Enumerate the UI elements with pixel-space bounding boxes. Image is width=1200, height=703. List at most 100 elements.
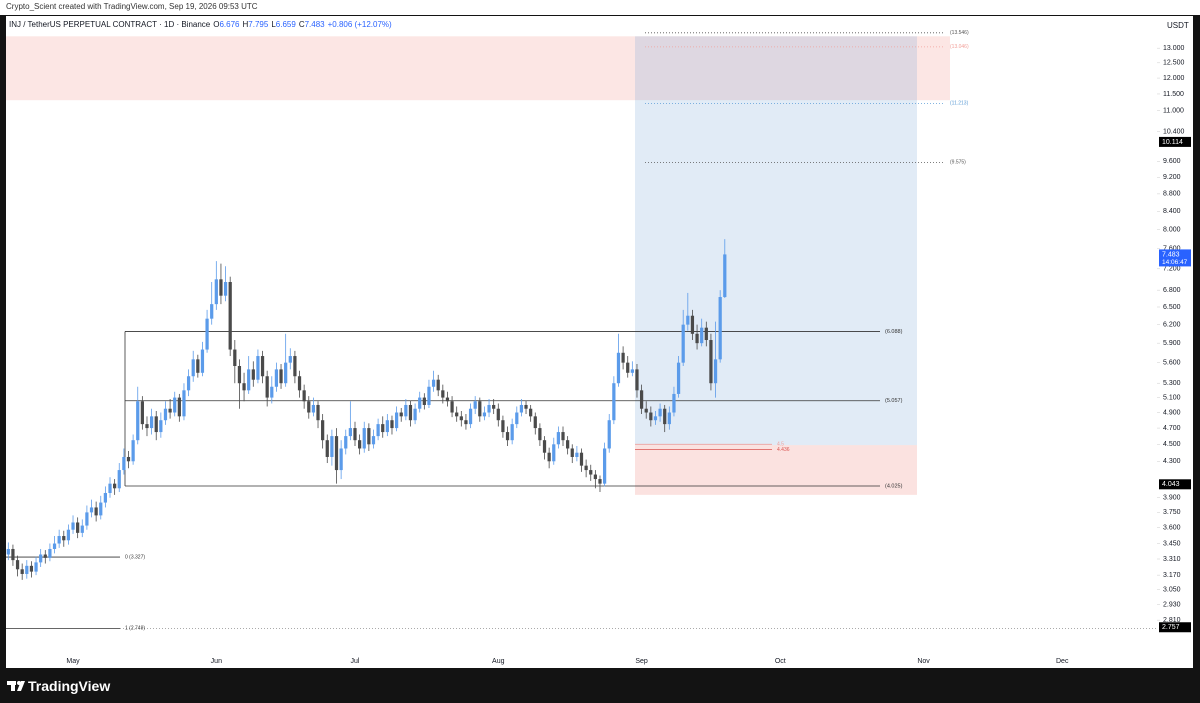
candle-body: [459, 416, 463, 421]
candle-body: [394, 412, 399, 429]
candle-body: [57, 536, 61, 544]
candle: [385, 414, 389, 437]
candle: [200, 341, 205, 377]
candle-body: [256, 356, 260, 380]
candle-body: [126, 456, 131, 462]
candle-body: [607, 420, 611, 449]
ohlc-value: 6.659: [275, 20, 296, 29]
candle: [538, 423, 542, 446]
candle: [510, 418, 514, 445]
candle: [177, 393, 181, 422]
candle-body: [113, 483, 117, 489]
fib-label: (13.046): [950, 44, 969, 50]
candle: [205, 309, 209, 353]
candle-body: [242, 383, 246, 391]
candle: [131, 434, 135, 465]
candle-body: [552, 444, 556, 462]
candle-body: [422, 397, 426, 405]
candle-body: [29, 565, 34, 572]
y-tick-label: 5.100: [1163, 394, 1181, 401]
candle-body: [76, 522, 80, 533]
candle: [672, 386, 676, 417]
candle: [233, 340, 237, 384]
y-tick-label: 12.500: [1163, 60, 1185, 67]
candle: [316, 401, 320, 429]
candle: [57, 529, 61, 548]
candle-body: [228, 282, 232, 350]
candle-body: [589, 470, 593, 475]
candle: [149, 408, 154, 435]
candle-body: [515, 412, 519, 425]
y-tick-label: 3.170: [1163, 572, 1181, 579]
candle: [621, 346, 625, 370]
profit-zone: [635, 36, 917, 446]
candle-body: [644, 408, 648, 413]
candle: [62, 530, 66, 547]
candle-body: [210, 304, 214, 319]
y-tick-label: 4.700: [1163, 425, 1181, 432]
y-tick-label: 3.750: [1163, 509, 1181, 516]
candle-body: [131, 440, 135, 462]
currency-label: USDT: [1167, 21, 1189, 30]
candle-body: [427, 386, 431, 405]
candle: [293, 350, 297, 384]
candle: [455, 406, 459, 422]
candle: [695, 324, 699, 350]
candle-body: [85, 512, 89, 526]
candle: [704, 321, 708, 347]
candle: [159, 412, 163, 438]
y-tick-label: 6.200: [1163, 321, 1181, 328]
candle: [113, 479, 117, 495]
candle-body: [66, 529, 71, 541]
candle: [690, 309, 695, 341]
candle: [99, 495, 103, 520]
candle-body: [34, 562, 38, 572]
candle-body: [533, 416, 537, 429]
candle-body: [117, 470, 121, 489]
candle: [80, 519, 84, 538]
swing-label: 0 (3.327): [125, 554, 145, 560]
candle-body: [441, 390, 445, 398]
candle: [436, 374, 440, 397]
candle-body: [52, 543, 57, 549]
candle-body: [145, 424, 149, 429]
candle: [307, 396, 311, 419]
candle-body: [686, 315, 690, 325]
candle-body: [270, 386, 274, 398]
candle: [635, 363, 639, 398]
symbol-title: INJ / TetherUS PERPETUAL CONTRACT · 1D ·…: [9, 20, 211, 29]
candle-body: [214, 279, 218, 305]
candle-body: [186, 376, 191, 391]
candle: [242, 372, 246, 402]
price-badge-label: 2.757: [1162, 624, 1180, 631]
candle-body: [348, 428, 352, 437]
y-tick-label: 5.900: [1163, 340, 1181, 347]
candle: [348, 401, 352, 441]
candle: [422, 393, 426, 410]
candle-body: [279, 369, 283, 384]
x-tick-label: May: [66, 658, 80, 665]
candle-body: [704, 327, 708, 341]
candle-body: [89, 507, 94, 513]
candle-body: [616, 352, 621, 384]
candle-body: [612, 383, 616, 421]
candle: [602, 442, 607, 487]
candle-body: [399, 412, 403, 417]
candle-body: [191, 359, 195, 377]
candle-body: [598, 479, 602, 484]
candle-body: [284, 362, 288, 384]
candle: [311, 397, 316, 417]
candle: [358, 434, 362, 455]
y-tick-label: 3.900: [1163, 495, 1181, 502]
candle: [408, 400, 413, 427]
candle: [76, 517, 80, 539]
candle-body: [676, 362, 681, 394]
ohlc-label: O: [213, 20, 220, 29]
candle-body: [353, 428, 357, 441]
candle: [482, 406, 487, 421]
candle: [529, 404, 533, 422]
candle: [427, 379, 431, 408]
candle-body: [48, 548, 52, 558]
